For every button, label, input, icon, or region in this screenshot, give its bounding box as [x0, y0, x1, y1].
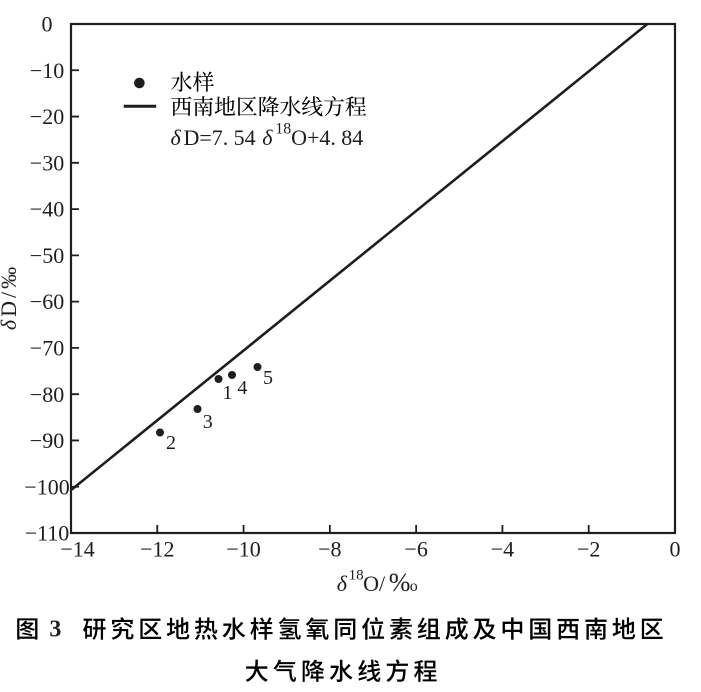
- svg-text:84: 84: [341, 125, 363, 150]
- svg-text:−14: −14: [60, 536, 94, 561]
- svg-text:O/: O/: [363, 571, 386, 596]
- svg-text:0: 0: [42, 12, 53, 37]
- svg-text:3: 3: [203, 411, 213, 433]
- svg-text:δ: δ: [337, 571, 348, 596]
- svg-text:O+4.: O+4.: [291, 125, 336, 150]
- svg-text:5: 5: [263, 367, 273, 389]
- svg-text:−10: −10: [30, 58, 64, 83]
- svg-text:δD/‰: δD/‰: [0, 264, 21, 330]
- svg-text:−40: −40: [30, 197, 64, 222]
- svg-text:18: 18: [275, 121, 291, 138]
- svg-text:3: 3: [49, 617, 61, 643]
- svg-text:D=7.: D=7.: [184, 125, 229, 150]
- svg-text:−110: −110: [25, 521, 70, 546]
- svg-text:−4: −4: [491, 536, 514, 561]
- svg-text:54: 54: [234, 125, 256, 150]
- svg-text:−6: −6: [404, 536, 427, 561]
- svg-text:−10: −10: [226, 536, 260, 561]
- svg-text:−8: −8: [318, 536, 341, 561]
- svg-text:−12: −12: [140, 536, 174, 561]
- svg-text:1: 1: [223, 382, 233, 404]
- svg-text:−70: −70: [30, 336, 64, 361]
- svg-text:−60: −60: [30, 289, 64, 314]
- svg-text:δ: δ: [171, 125, 182, 150]
- svg-text:4: 4: [237, 377, 247, 399]
- svg-text:−90: −90: [30, 428, 64, 453]
- svg-text:0: 0: [670, 536, 681, 561]
- svg-text:2: 2: [166, 432, 176, 454]
- svg-text:%: %: [389, 568, 411, 597]
- svg-text:−100: −100: [24, 474, 69, 499]
- svg-text:18: 18: [349, 568, 364, 584]
- svg-text:o: o: [410, 578, 418, 595]
- svg-text:−80: −80: [30, 382, 64, 407]
- svg-text:−50: −50: [30, 243, 64, 268]
- svg-text:−2: −2: [577, 536, 600, 561]
- svg-text:−30: −30: [30, 150, 64, 175]
- svg-text:δ: δ: [262, 125, 273, 150]
- svg-text:−20: −20: [30, 104, 64, 129]
